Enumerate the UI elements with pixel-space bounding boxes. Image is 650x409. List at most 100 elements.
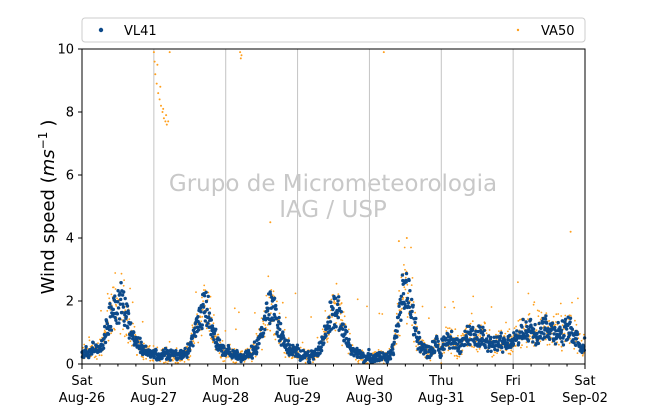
vl41-point xyxy=(109,324,113,329)
vl41-point xyxy=(202,294,207,298)
vl41-point xyxy=(541,320,546,324)
x-axis: Sat Aug-26 Sun Aug-27 Mon Aug-28 Tue Aug-29 Wed A… xyxy=(59,364,608,406)
vl41-point xyxy=(531,340,535,344)
vl41-point xyxy=(500,345,504,350)
va50-point xyxy=(108,297,111,300)
vl41-point xyxy=(307,357,311,362)
va50-point xyxy=(172,357,175,359)
va50-point xyxy=(222,360,225,363)
vl41-point xyxy=(118,302,123,306)
vl41-point xyxy=(424,350,428,355)
vl41-point xyxy=(484,337,489,341)
va50-point xyxy=(82,346,84,349)
va50-point xyxy=(554,323,557,326)
vl41-point xyxy=(275,330,279,334)
vl41-point xyxy=(481,333,485,337)
vl41-point xyxy=(183,346,187,351)
y-tick-label: 2 xyxy=(66,295,74,310)
va50-point xyxy=(94,355,97,358)
va50-point xyxy=(410,246,412,249)
va50-point xyxy=(453,355,456,357)
va50-point xyxy=(355,358,357,361)
vl41-point xyxy=(193,326,197,330)
vl41-point xyxy=(528,317,533,322)
va50-point xyxy=(195,291,197,293)
vl41-point xyxy=(397,324,401,328)
vl41-point xyxy=(501,350,505,354)
va50-point xyxy=(403,246,406,249)
va50-point xyxy=(270,312,272,314)
va50-point xyxy=(414,311,416,314)
vl41-point xyxy=(113,315,117,320)
va50-point xyxy=(404,268,406,271)
va50-point xyxy=(562,328,565,330)
va50-point xyxy=(269,329,272,332)
va50-point xyxy=(540,311,543,314)
vl41-point xyxy=(536,341,541,346)
va50-point xyxy=(569,230,572,233)
vl41-point xyxy=(271,305,275,309)
va50-point xyxy=(494,351,497,354)
vl41-point xyxy=(336,299,340,303)
vl41-point xyxy=(339,310,343,314)
vl41-point xyxy=(563,320,567,324)
vl41-point xyxy=(410,297,414,302)
vl41-point xyxy=(531,327,536,331)
va50-point xyxy=(266,328,269,331)
vl41-point xyxy=(392,340,396,344)
vl41-point xyxy=(401,292,406,296)
va50-point xyxy=(569,337,571,340)
va50-point xyxy=(115,305,118,307)
vl41-point xyxy=(211,335,215,339)
vl41-point xyxy=(463,329,467,333)
va50-point xyxy=(251,360,253,363)
va50-point xyxy=(110,332,112,335)
vl41-point xyxy=(327,315,331,319)
vl41-point xyxy=(119,297,123,302)
vl41-point xyxy=(153,351,158,355)
vl41-point xyxy=(193,334,198,338)
vl41-point xyxy=(125,304,130,308)
vl41-point xyxy=(414,326,418,331)
va50-point xyxy=(344,323,347,326)
va50-point xyxy=(106,292,109,295)
vl41-point xyxy=(200,326,204,331)
vl41-point xyxy=(408,289,412,293)
va50-point xyxy=(342,311,345,313)
va50-point xyxy=(581,354,584,357)
vl41-point xyxy=(334,296,338,300)
vl41-point xyxy=(274,307,278,311)
va50-point xyxy=(136,354,139,356)
vl41-point xyxy=(568,333,572,337)
va50-point xyxy=(321,328,324,331)
va50-point xyxy=(149,359,152,362)
vl41-point xyxy=(214,327,218,331)
va50-point xyxy=(122,328,124,331)
va50-point xyxy=(284,316,287,319)
vl41-point xyxy=(322,341,326,345)
va50-point xyxy=(374,351,377,353)
va50-point xyxy=(529,338,532,340)
va50-point xyxy=(107,339,110,342)
va50-point xyxy=(225,356,228,359)
va50-point xyxy=(124,309,127,312)
vl41-point xyxy=(324,334,328,338)
va50-point xyxy=(200,334,203,337)
vl41-point xyxy=(560,340,564,344)
va50-point xyxy=(535,329,538,331)
va50-point xyxy=(563,332,566,335)
va50-point xyxy=(97,342,99,344)
vl41-point xyxy=(327,324,332,329)
va50-point xyxy=(190,332,193,335)
va50-point xyxy=(517,281,519,284)
va50-point xyxy=(470,312,473,315)
va50-point xyxy=(471,345,473,348)
va50-point xyxy=(255,332,258,335)
va50-point xyxy=(498,330,500,333)
vl41-point xyxy=(417,335,422,340)
va50-point xyxy=(343,315,346,318)
vl41-point xyxy=(129,321,133,325)
vl41-point xyxy=(126,326,130,330)
vl41-point xyxy=(391,352,396,357)
va50-point xyxy=(310,316,312,318)
